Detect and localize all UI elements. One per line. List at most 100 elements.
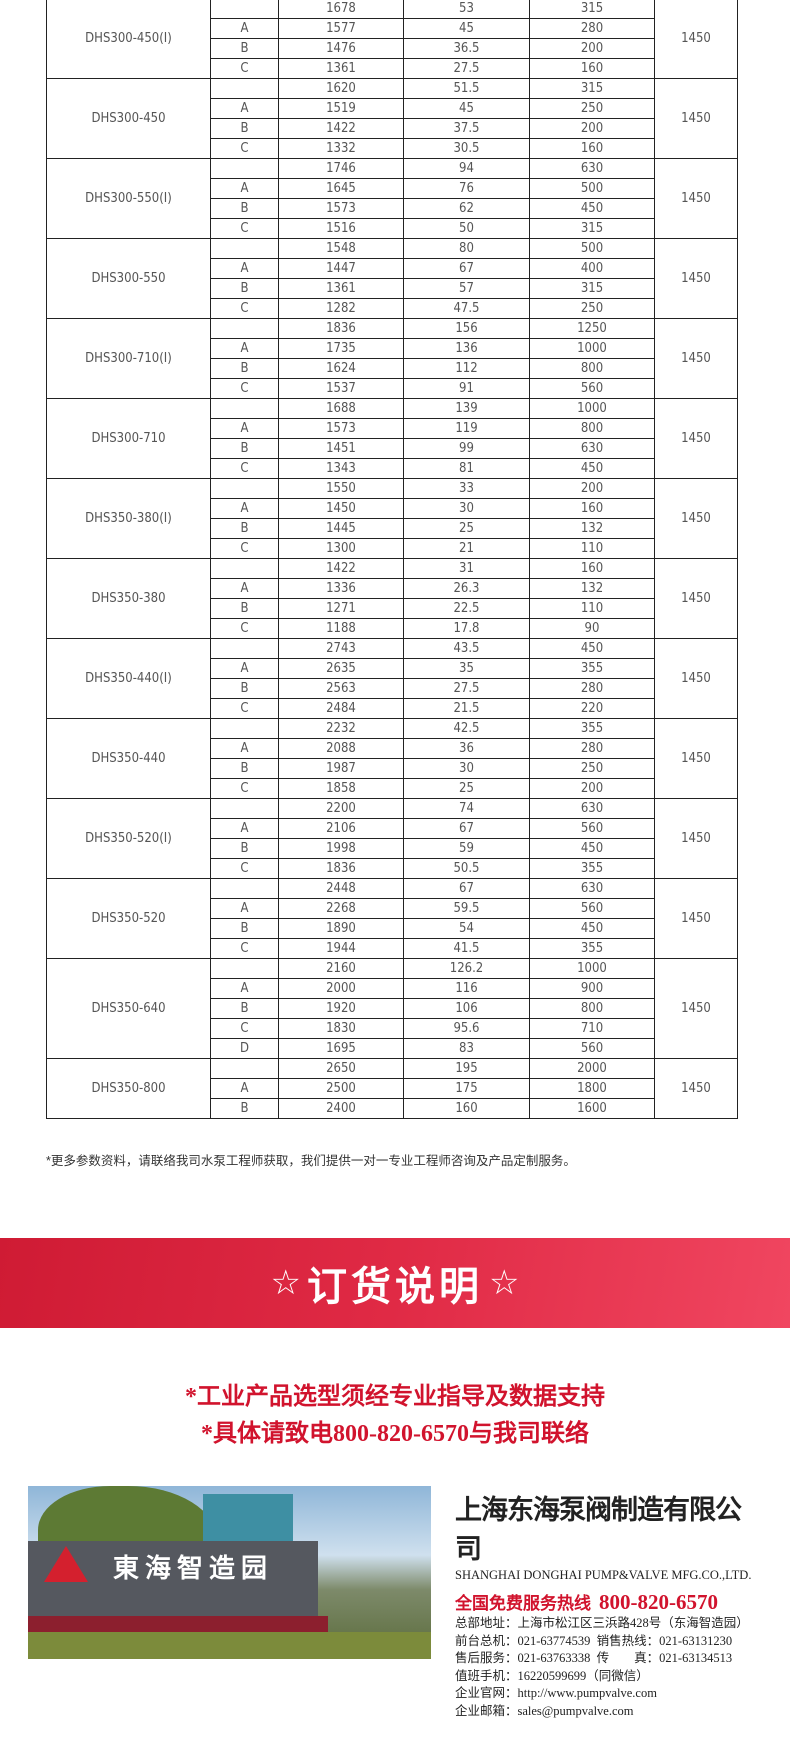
head-cell: 106 bbox=[403, 998, 530, 1019]
flow-cell: 2268 bbox=[278, 898, 404, 919]
head-cell: 67 bbox=[403, 258, 530, 279]
head-cell: 42.5 bbox=[403, 718, 530, 739]
table-row: C 1332 30.5 160 bbox=[47, 138, 738, 159]
power-cell: 200 bbox=[529, 38, 655, 59]
variant-cell: A bbox=[210, 18, 279, 39]
power-cell: 160 bbox=[529, 58, 655, 79]
variant-cell bbox=[210, 398, 279, 419]
variant-cell: A bbox=[210, 578, 279, 599]
table-row: DHS350-380 1422 31 160 1450 bbox=[46, 558, 738, 639]
power-cell: 1000 bbox=[529, 338, 655, 359]
flow-cell: 1548 bbox=[278, 238, 404, 259]
variant-cell: A bbox=[210, 818, 279, 839]
website-line[interactable]: 企业官网：http://www.pumpvalve.com bbox=[455, 1686, 657, 1700]
variant-cell: B bbox=[210, 678, 279, 699]
head-cell: 83 bbox=[403, 1038, 530, 1059]
variant-cell bbox=[210, 718, 279, 739]
variant-cell: B bbox=[210, 1098, 279, 1119]
table-row: A 1336 26.3 132 bbox=[47, 578, 738, 599]
model-cell: DHS350-380(Ⅰ) bbox=[46, 478, 211, 559]
power-cell: 160 bbox=[529, 498, 655, 519]
model-cell: DHS300-710 bbox=[46, 398, 211, 479]
order-info-banner: ☆ 订货说明 ☆ bbox=[0, 1238, 790, 1328]
head-cell: 57 bbox=[403, 278, 530, 299]
variant-cell: B bbox=[210, 998, 279, 1019]
head-cell: 119 bbox=[403, 418, 530, 439]
table-row: DHS350-640 2160 126.2 1000 1450 bbox=[46, 958, 738, 1059]
flow-cell: 2160 bbox=[278, 958, 404, 979]
flow-cell: 1361 bbox=[278, 278, 404, 299]
factory-sign: 東海智造园 bbox=[113, 1554, 274, 1584]
flow-cell: 1624 bbox=[278, 358, 404, 379]
table-row: A 2000 116 900 bbox=[47, 978, 738, 999]
flow-cell: 1678 bbox=[278, 0, 404, 19]
table-row: DHS300-450 1620 51.5 315 1450 bbox=[46, 78, 738, 159]
table-row: B 1476 36.5 200 bbox=[47, 38, 738, 59]
model-cell: DHS300-450(Ⅰ) bbox=[46, 0, 211, 79]
head-cell: 67 bbox=[403, 818, 530, 839]
table-row: DHS300-710(Ⅰ) 1836 156 1250 1450 bbox=[46, 318, 738, 399]
flow-cell: 1361 bbox=[278, 58, 404, 79]
speed-cell: 1450 bbox=[654, 478, 738, 559]
power-cell: 355 bbox=[529, 658, 655, 679]
power-cell: 160 bbox=[529, 558, 655, 579]
table-row: A 2500 175 1800 bbox=[47, 1078, 738, 1099]
flow-cell: 2200 bbox=[278, 798, 404, 819]
variant-cell: C bbox=[210, 938, 279, 959]
flow-cell: 1451 bbox=[278, 438, 404, 459]
variant-cell bbox=[210, 318, 279, 339]
table-row: DHS350-380(Ⅰ) 1550 33 200 1450 bbox=[46, 478, 738, 559]
head-cell: 50 bbox=[403, 218, 530, 239]
model-cell: DHS300-550(Ⅰ) bbox=[46, 158, 211, 239]
flow-cell: 1573 bbox=[278, 418, 404, 439]
variant-cell: C bbox=[210, 618, 279, 639]
variant-cell bbox=[210, 958, 279, 979]
variant-cell: A bbox=[210, 418, 279, 439]
flow-cell: 1300 bbox=[278, 538, 404, 559]
speed-cell: 1450 bbox=[654, 958, 738, 1059]
table-row: D 1695 83 560 bbox=[47, 1038, 738, 1059]
variant-cell: A bbox=[210, 1078, 279, 1099]
flow-cell: 1450 bbox=[278, 498, 404, 519]
table-row: B 1451 99 630 bbox=[47, 438, 738, 459]
flow-cell: 2500 bbox=[278, 1078, 404, 1099]
flow-cell: 1516 bbox=[278, 218, 404, 239]
mobile-line: 值班手机：16220599699（同微信） bbox=[455, 1668, 649, 1683]
variant-cell: A bbox=[210, 338, 279, 359]
head-cell: 27.5 bbox=[403, 678, 530, 699]
power-cell: 630 bbox=[529, 798, 655, 819]
model-cell: DHS350-520(Ⅰ) bbox=[46, 798, 211, 879]
power-cell: 800 bbox=[529, 418, 655, 439]
flow-cell: 2650 bbox=[278, 1058, 404, 1079]
variant-cell: A bbox=[210, 978, 279, 999]
star-icon: ☆ bbox=[489, 1264, 520, 1302]
head-cell: 95.6 bbox=[403, 1018, 530, 1039]
table-row: DHS350-800 2650 195 2000 1450 bbox=[46, 1058, 738, 1119]
power-cell: 450 bbox=[529, 638, 655, 659]
power-cell: 450 bbox=[529, 838, 655, 859]
speed-cell: 1450 bbox=[654, 1058, 738, 1119]
head-cell: 25 bbox=[403, 778, 530, 799]
table-row: B 1573 62 450 bbox=[47, 198, 738, 219]
speed-cell: 1450 bbox=[654, 78, 738, 159]
head-cell: 81 bbox=[403, 458, 530, 479]
flow-cell: 2106 bbox=[278, 818, 404, 839]
model-cell: DHS350-800 bbox=[46, 1058, 211, 1119]
email-line[interactable]: 企业邮箱：sales@pumpvalve.com bbox=[455, 1703, 634, 1718]
power-cell: 220 bbox=[529, 698, 655, 719]
flow-cell: 1890 bbox=[278, 918, 404, 939]
head-cell: 59 bbox=[403, 838, 530, 859]
speed-cell: 1450 bbox=[654, 638, 738, 719]
variant-cell: C bbox=[210, 218, 279, 239]
head-cell: 54 bbox=[403, 918, 530, 939]
power-cell: 90 bbox=[529, 618, 655, 639]
power-cell: 355 bbox=[529, 858, 655, 879]
variant-cell: D bbox=[210, 1038, 279, 1059]
variant-cell bbox=[210, 638, 279, 659]
variant-cell: C bbox=[210, 778, 279, 799]
flow-cell: 1645 bbox=[278, 178, 404, 199]
table-row: DHS350-440 2232 42.5 355 1450 bbox=[46, 718, 738, 799]
power-cell: 1000 bbox=[529, 958, 655, 979]
variant-cell: C bbox=[210, 538, 279, 559]
hotline-number[interactable]: 800-820-6570 bbox=[599, 1590, 718, 1614]
